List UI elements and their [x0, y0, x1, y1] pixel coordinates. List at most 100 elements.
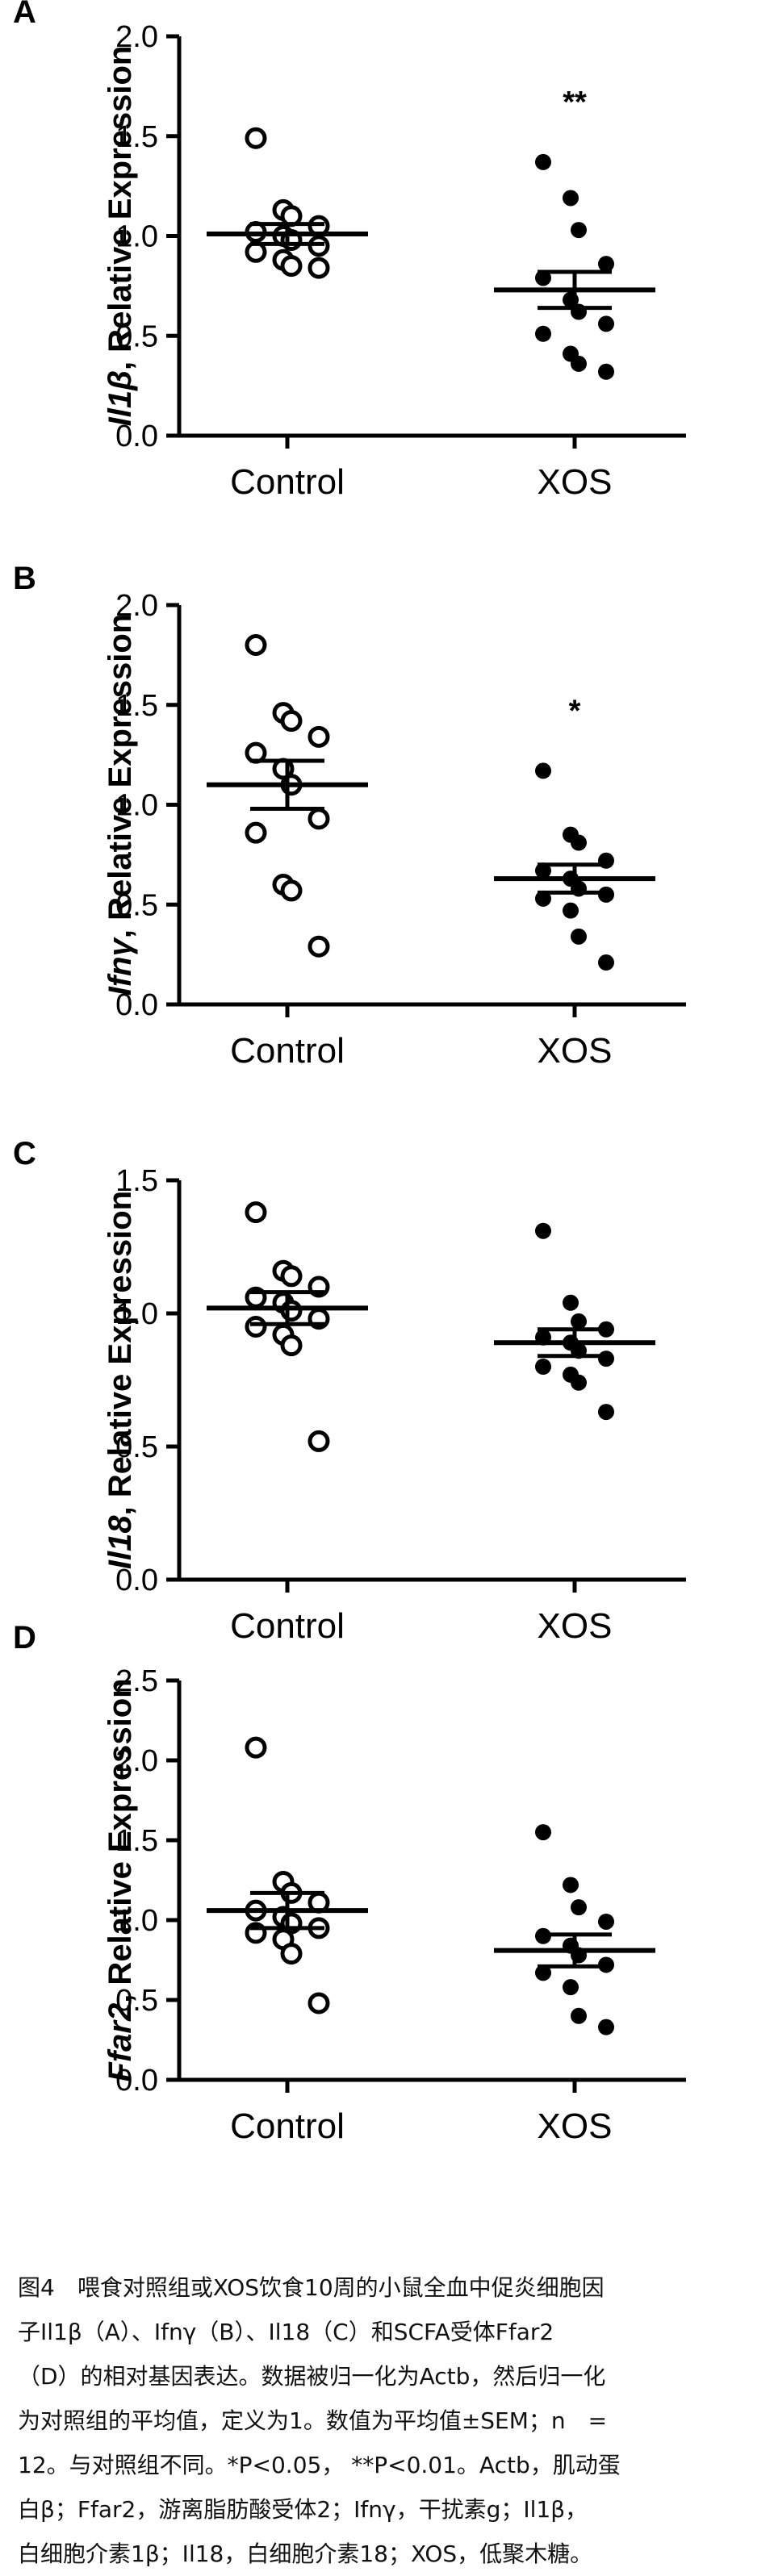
- caption-line: 为对照组的平均值，定义为1。数值为平均值±SEM；n =: [18, 2407, 608, 2434]
- panel-c: C 0.0 0.5 1.0 1.5 Control XOS Il18, Relative Ex…: [13, 1136, 686, 1646]
- data-point: [571, 834, 587, 851]
- y-tick-label: 2.0: [115, 589, 158, 623]
- y-tick-label: 1.5: [115, 1164, 158, 1198]
- y-axis-label: Ifnγ, Relative Expression: [103, 614, 138, 996]
- data-point: [280, 710, 303, 733]
- y-tick-label: 2.0: [115, 20, 158, 54]
- y-axis-label-rest: , Relative Expression: [103, 46, 138, 370]
- y-tick-label: 0.5: [115, 888, 158, 922]
- data-point: [598, 315, 614, 332]
- data-point: [535, 153, 551, 170]
- data-point: [598, 1351, 614, 1367]
- significance-marker: **: [563, 86, 587, 119]
- y-tick-label: 0.5: [115, 1430, 158, 1464]
- data-point: [308, 257, 330, 279]
- data-point: [563, 902, 579, 919]
- y-tick-label: 1.5: [115, 689, 158, 723]
- data-point: [245, 1736, 267, 1759]
- y-tick-label: 2.0: [115, 1744, 158, 1778]
- data-point: [245, 821, 267, 844]
- x-category-label: XOS: [538, 462, 613, 502]
- panel-b: B 0.0 0.5 1.0 1.5 2.0 Control XOS Ifnγ, Relative…: [13, 561, 686, 1071]
- panel-letter: C: [13, 1136, 36, 1171]
- data-point: [280, 1943, 303, 1965]
- data-point: [535, 1964, 551, 1981]
- panel-d: D 0.0 0.5 1.0 1.5 2.0 2.5 Control XOS Ffar2, Rela…: [13, 1620, 686, 2146]
- y-axis-label: Il1β, Relative Expression: [103, 46, 138, 427]
- data-point: [563, 1877, 579, 1893]
- caption-line: 白β；Ffar2，游离脂肪酸受体2；Ifnγ，干扰素g；Il1β，: [18, 2496, 588, 2523]
- y-tick-label: 0.5: [115, 319, 158, 353]
- data-point: [245, 1201, 267, 1224]
- y-axis-label-rest: , Relative Expression: [103, 614, 138, 938]
- caption-line: 12。与对照组不同。*P<0.05， **P<0.01。Actb，肌动蛋: [18, 2452, 621, 2478]
- data-point: [245, 1316, 267, 1338]
- panel-letter: A: [13, 0, 36, 30]
- data-point: [598, 954, 614, 971]
- data-point: [308, 935, 330, 958]
- x-category-label: XOS: [538, 1031, 613, 1071]
- y-tick-label: 1.5: [115, 120, 158, 154]
- data-point: [598, 256, 614, 273]
- data-point: [571, 928, 587, 945]
- data-point: [598, 1913, 614, 1930]
- data-point: [535, 1222, 551, 1239]
- panel-a: A 0.0 0.5 1.0 1.5 2.0 Control XOS Il1β, Relative…: [13, 0, 686, 502]
- data-point: [571, 355, 587, 372]
- y-axis-label-gene: Il18: [103, 1515, 138, 1569]
- y-tick-label: 0.5: [115, 1984, 158, 2018]
- panel-letter: B: [13, 561, 36, 596]
- x-category-label: Control: [230, 1606, 345, 1646]
- data-point: [535, 1359, 551, 1375]
- y-tick-label: 1.0: [115, 220, 158, 254]
- y-axis-label-gene: Ifnγ: [103, 936, 138, 996]
- y-tick-label: 2.5: [115, 1664, 158, 1698]
- caption-line: 图4 喂食对照组或XOS饮食10周的小鼠全血中促炎细胞因: [18, 2274, 605, 2301]
- data-point: [280, 1300, 303, 1322]
- y-tick-label: 1.0: [115, 789, 158, 823]
- data-point: [535, 1824, 551, 1841]
- data-point: [245, 634, 267, 656]
- data-point: [563, 190, 579, 207]
- y-tick-label: 0.0: [115, 2064, 158, 2098]
- data-point: [280, 1265, 303, 1288]
- caption-line: 白细胞介素1β；Il18，白细胞介素18；XOS，低聚木糖。: [18, 2541, 593, 2567]
- data-point: [571, 222, 587, 239]
- y-axis-label-rest: , Relative Expression: [103, 1191, 138, 1515]
- significance-marker: *: [569, 694, 581, 728]
- data-point: [308, 725, 330, 748]
- y-axis-label-rest: , Relative Expression: [103, 1678, 138, 2002]
- y-axis-label-gene: Ffar2: [103, 2003, 138, 2082]
- x-category-label: Control: [230, 462, 345, 502]
- y-tick-label: 1.0: [115, 1904, 158, 1938]
- x-category-label: Control: [230, 1031, 345, 1071]
- data-point: [571, 1899, 587, 1916]
- data-point: [245, 127, 267, 149]
- caption-line: 子Il1β（A）、Ifnγ（B）、Il18（C）和SCFA受体Ffar2: [18, 2319, 554, 2345]
- x-category-label: Control: [230, 2106, 345, 2146]
- data-point: [598, 1404, 614, 1421]
- data-point: [535, 325, 551, 342]
- data-point: [598, 363, 614, 380]
- data-point: [563, 1979, 579, 1996]
- x-category-label: XOS: [538, 2106, 613, 2146]
- data-point: [280, 255, 303, 278]
- data-point: [308, 1992, 330, 2014]
- data-point: [280, 1334, 303, 1357]
- data-point: [571, 1313, 587, 1330]
- y-tick-label: 0.0: [115, 1564, 158, 1597]
- y-tick-label: 1.5: [115, 1824, 158, 1858]
- data-point: [308, 808, 330, 830]
- figure-caption: 图4 喂食对照组或XOS饮食10周的小鼠全血中促炎细胞因 子Il1β（A）、If…: [18, 2265, 756, 2576]
- data-point: [563, 1294, 579, 1311]
- data-point: [571, 1374, 587, 1391]
- y-axis-label-gene: Il1β: [103, 370, 138, 426]
- panel-letter: D: [13, 1620, 36, 1655]
- data-point: [280, 879, 303, 902]
- data-point: [598, 2019, 614, 2035]
- x-category-label: XOS: [538, 1606, 613, 1646]
- y-axis-label: Ffar2, Relative Expression: [103, 1678, 138, 2081]
- data-point: [571, 2007, 587, 2024]
- caption-line: （D）的相对基因表达。数据被归一化为Actb，然后归一化: [18, 2363, 606, 2390]
